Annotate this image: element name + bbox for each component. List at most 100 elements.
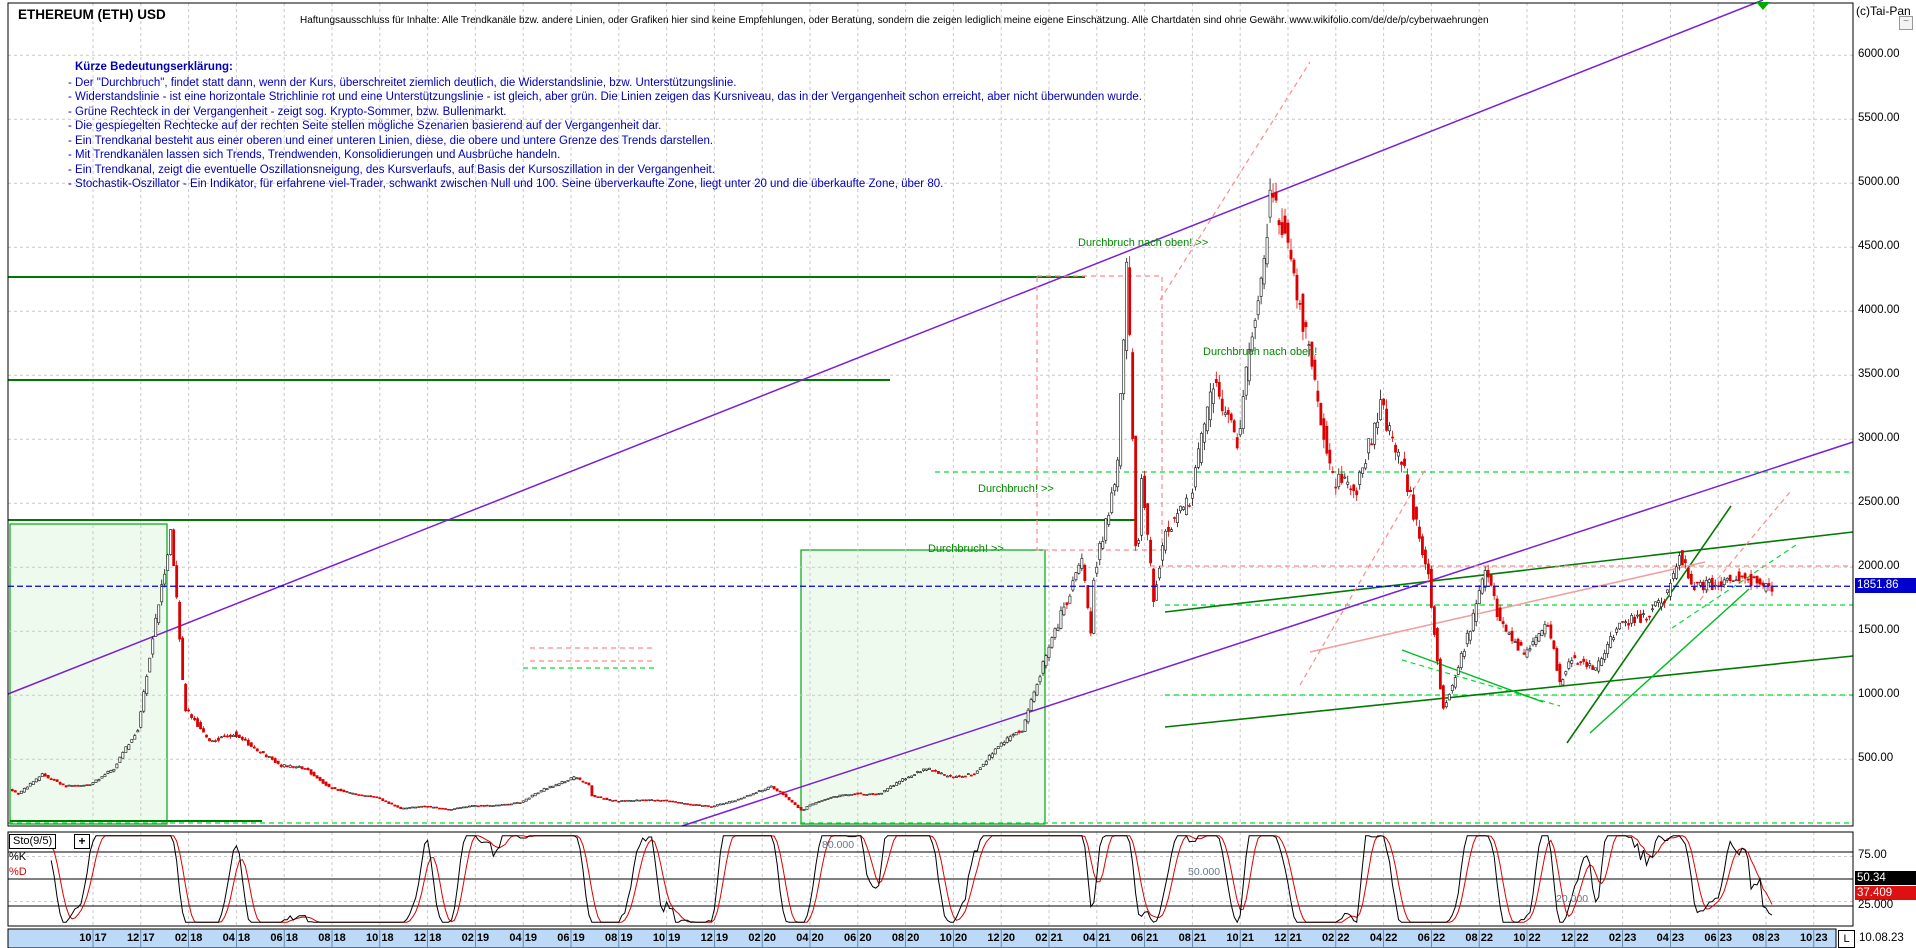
explanation-line: - Der "Durchbruch", findet statt dann, w… — [68, 77, 737, 89]
x-axis-label: 12 22 — [1561, 932, 1589, 944]
stochastic-d-label: %D — [9, 866, 27, 878]
x-axis-label: 02 23 — [1608, 932, 1637, 944]
explanation-line: - Die gespiegelten Rechtecke auf der rec… — [68, 120, 662, 133]
x-axis-label: 08 21 — [1178, 932, 1207, 944]
x-axis-label: 06 21 — [1130, 932, 1159, 944]
x-axis-label: 06 23 — [1704, 932, 1732, 944]
breakout-annotation: Durchbruch nach oben! >> — [1078, 237, 1209, 249]
trend-bright-green-line — [1401, 649, 1544, 703]
trend-channel-purple-line — [681, 441, 1854, 827]
price-axis-label: 5000.00 — [1858, 176, 1900, 189]
minimize-button[interactable]: − — [1899, 16, 1913, 30]
stochastic-panel-border — [7, 831, 1854, 927]
price-axis-label: 1000.00 — [1858, 688, 1900, 701]
scenario-red-dashed-rectangle — [1036, 275, 1163, 551]
support-dashed-green-line — [1671, 544, 1797, 629]
price-axis-label: 2000.00 — [1858, 560, 1900, 573]
x-axis-label: 06 18 — [270, 932, 298, 944]
x-axis-label: 12 21 — [1274, 932, 1302, 944]
trendline-top-marker — [1756, 2, 1770, 10]
breakout-annotation: Durchbruch! >> — [978, 483, 1054, 495]
krypto-sommer-rectangle — [9, 523, 168, 825]
price-axis-label: 5500.00 — [1858, 112, 1900, 125]
copyright-label: (c)Tai-Pan — [1856, 4, 1911, 18]
stochastic-level-label: 80.000 — [822, 839, 855, 851]
scenario-red-dashed-line — [1699, 491, 1791, 601]
stochastic-indicator-label[interactable]: Sto(9/5) — [9, 834, 57, 849]
price-axis-label: 3500.00 — [1858, 368, 1900, 381]
stochastic-level-label: 50.000 — [1188, 866, 1221, 878]
x-axis-label: 02 21 — [1035, 932, 1063, 944]
date-strip — [7, 928, 1837, 948]
x-axis-label: 10 23 — [1800, 932, 1828, 944]
breakout-annotation: Durchbruch nach oben! — [1203, 346, 1318, 358]
x-axis-label: 06 20 — [844, 932, 872, 944]
x-axis-label: 10 22 — [1513, 932, 1541, 944]
x-axis-label: 12 17 — [127, 932, 155, 944]
scenario-red-dashed-line — [1299, 469, 1426, 686]
x-axis-label: 04 20 — [796, 932, 824, 944]
x-axis-label: 04 21 — [1083, 932, 1111, 944]
explanation-line: - Mit Trendkanälen lassen sich Trends, T… — [68, 149, 561, 162]
last-bar-marker: L — [1838, 930, 1855, 948]
x-axis-label: 02 18 — [174, 932, 203, 944]
explanation-line: - Grüne Rechteck in der Vergangenheit - … — [68, 105, 507, 118]
breakout-annotation: Durchbruch! >> — [928, 543, 1004, 555]
x-axis-label: 08 19 — [605, 932, 633, 944]
price-axis-label: 4000.00 — [1858, 304, 1900, 317]
x-axis-label: 12 20 — [987, 932, 1015, 944]
x-axis-label: 02 19 — [461, 932, 490, 944]
stochastic-axis-75: 75.00 — [1858, 849, 1887, 861]
x-axis-label: 02 20 — [748, 932, 776, 944]
x-axis-label: 04 19 — [509, 932, 537, 944]
x-axis-label: 08 18 — [318, 932, 346, 944]
stochastic-k-line — [50, 835, 1773, 924]
price-axis-label: 1500.00 — [1858, 624, 1900, 637]
krypto-sommer-rectangle — [800, 549, 1046, 825]
stochastic-axis-25: 25.000 — [1858, 899, 1894, 911]
stochastic-level-label: 20.000 — [1556, 893, 1589, 905]
explanation-line: - Ein Trendkanal besteht aus einer obere… — [68, 134, 714, 147]
trend-green-line — [1164, 531, 1854, 613]
x-axis-label: 08 22 — [1465, 932, 1493, 944]
x-axis-label: 10 20 — [939, 932, 968, 944]
x-axis-label: 10 18 — [366, 932, 394, 944]
trend-bright-green-line — [1589, 588, 1750, 734]
x-axis-label: 12 19 — [700, 932, 729, 944]
trend-green-line — [1164, 655, 1854, 728]
x-axis-label: 12 18 — [413, 932, 442, 944]
x-axis-label: 04 23 — [1656, 932, 1685, 944]
price-axis-label: 6000.00 — [1858, 48, 1900, 61]
last-date-label: 10.08.23 — [1859, 932, 1904, 944]
x-axis-label: 04 22 — [1369, 932, 1398, 944]
stochastic-add-button[interactable]: + — [74, 834, 90, 849]
price-axis-label: 4500.00 — [1858, 240, 1900, 253]
main-plot-border — [7, 2, 1854, 827]
trend-green-line — [1566, 505, 1732, 744]
x-axis-label: 08 20 — [891, 932, 920, 944]
explanation-line: - Widerstandslinie - ist eine horizontal… — [68, 91, 1142, 104]
trend-salmon-line — [1309, 561, 1706, 653]
explanation-line: - Stochastik-Oszillator - Ein Indikator,… — [68, 178, 944, 191]
price-axis-label: 500.00 — [1858, 752, 1894, 765]
explanation-block: - Der "Durchbruch", findet statt dann, w… — [68, 76, 1142, 192]
stochastic-k-label: %K — [9, 851, 27, 863]
current-price-badge: 1851.86 — [1855, 578, 1916, 593]
stochastic-k-value-badge: 50.34 — [1855, 871, 1916, 885]
x-axis-label: 10 17 — [79, 932, 107, 944]
x-axis-label: 10 21 — [1226, 932, 1254, 944]
x-axis-label: 06 19 — [557, 932, 585, 944]
explanation-heading: Kürze Bedeutungserklärung: — [75, 61, 233, 73]
price-axis-label: 2500.00 — [1858, 496, 1900, 509]
scenario-red-dashed-line — [1159, 61, 1311, 301]
stochastic-d-value-badge: 37.409 — [1855, 886, 1916, 900]
candlestick-series — [10, 178, 1774, 811]
trend-channel-purple-line — [7, 0, 1764, 695]
x-axis-label: 02 22 — [1322, 932, 1350, 944]
x-axis-label: 08 23 — [1752, 932, 1780, 944]
explanation-line: - Ein Trendkanal, zeigt die eventuelle O… — [68, 163, 715, 176]
price-axis-label: 3000.00 — [1858, 432, 1900, 445]
symbol-title: ETHEREUM (ETH) USD — [18, 7, 166, 22]
